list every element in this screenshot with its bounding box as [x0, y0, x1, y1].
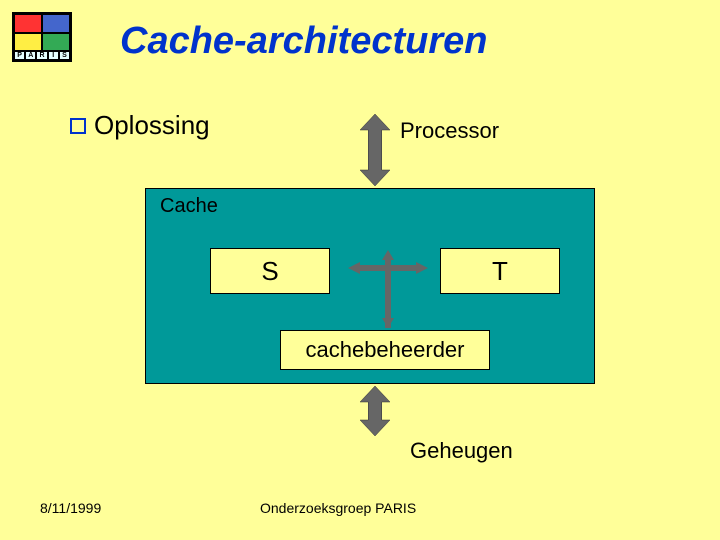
label-processor: Processor: [400, 118, 499, 144]
cachebeheerder-box: cachebeheerder: [280, 330, 490, 370]
logo-letter-p: P: [14, 51, 25, 60]
bullet-box-icon: [70, 118, 86, 134]
logo-letter-a: A: [25, 51, 36, 60]
slide: P A R I S Cache-architecturen Oplossing …: [0, 0, 720, 540]
arrow-top: [360, 114, 390, 186]
arrow-bottom: [360, 386, 390, 436]
bullet-label: Oplossing: [94, 110, 210, 141]
s-box: S: [210, 248, 330, 294]
logo-bottom: P A R I S: [14, 51, 70, 60]
bullet-oplossing: Oplossing: [70, 110, 210, 141]
t-box: T: [440, 248, 560, 294]
label-geheugen: Geheugen: [410, 438, 513, 464]
footer-date: 8/11/1999: [40, 500, 101, 516]
logo-quad-2: [42, 14, 70, 33]
s-box-label: S: [261, 256, 278, 287]
logo-letter-i: I: [48, 51, 59, 60]
footer-group: Onderzoeksgroep PARIS: [260, 500, 416, 516]
logo-letter-s: S: [59, 51, 70, 60]
logo-quad-1: [14, 14, 42, 33]
logo-letter-r: R: [36, 51, 47, 60]
t-box-label: T: [492, 256, 508, 287]
paris-logo: P A R I S: [12, 12, 72, 62]
logo-mid: [14, 33, 70, 52]
cache-label: Cache: [160, 195, 218, 218]
logo-top: [14, 14, 70, 33]
cachebeheerder-label: cachebeheerder: [305, 337, 464, 363]
arrow-inner: [348, 250, 428, 328]
logo-quad-3: [14, 33, 42, 52]
logo-quad-4: [42, 33, 70, 52]
slide-title: Cache-architecturen: [120, 20, 487, 63]
